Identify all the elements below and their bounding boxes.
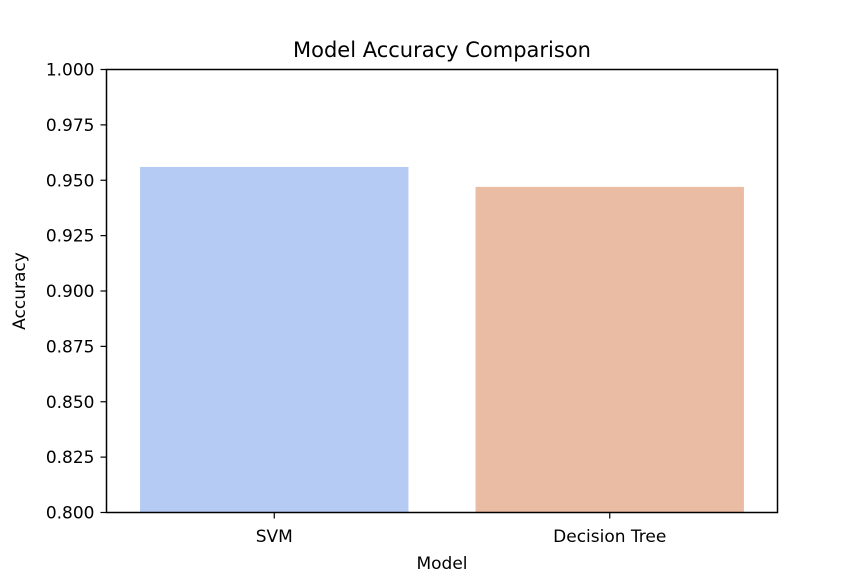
y-tick-label: 0.900 [46, 282, 95, 302]
bar-svm [140, 166, 409, 513]
y-tick-label: 1.000 [46, 61, 95, 81]
plot-frame [105, 68, 779, 514]
chart-title: Model Accuracy Comparison [293, 38, 591, 62]
x-tick-label: Decision Tree [553, 527, 666, 547]
y-axis: 0.800 0.825 0.850 0.875 0.900 0.925 0.950 0.975… [46, 61, 107, 524]
y-tick-label: 0.875 [46, 337, 95, 357]
bars-group [140, 166, 744, 513]
y-tick-label: 0.825 [46, 448, 95, 468]
y-tick-label: 0.925 [46, 227, 95, 247]
y-axis-label: Accuracy [10, 252, 30, 330]
y-tick-label: 0.800 [46, 504, 95, 524]
y-tick-label: 0.950 [46, 171, 95, 191]
y-tick-label: 0.975 [46, 116, 95, 136]
y-tick-label: 0.850 [46, 393, 95, 413]
x-tick-label: SVM [256, 527, 293, 547]
bar-decision-tree [475, 186, 744, 513]
x-axis: SVM Decision Tree [256, 512, 666, 547]
x-axis-label: Model [416, 554, 467, 574]
